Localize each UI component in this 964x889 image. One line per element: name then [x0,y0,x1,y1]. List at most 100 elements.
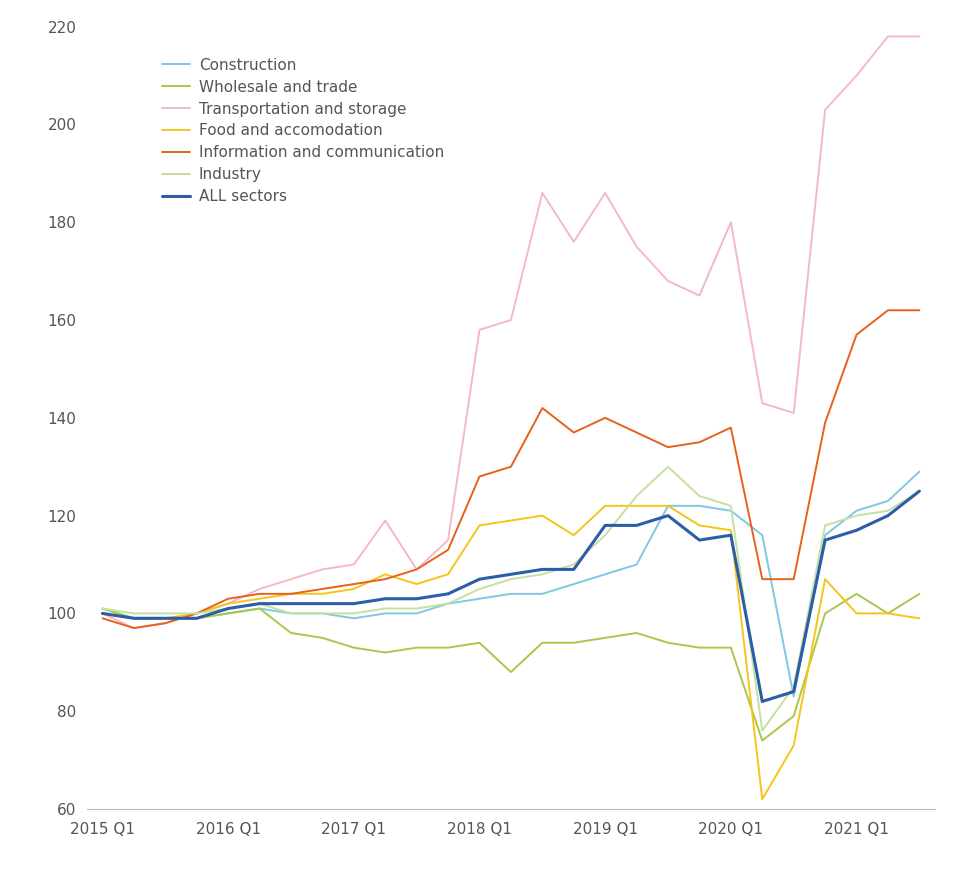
ALL sectors [159,613,171,624]
Construction [788,692,799,702]
Food and accomodation [630,501,642,511]
Industry [882,505,894,516]
Construction [96,603,108,613]
Information and communication [254,589,265,599]
Wholesale and trade [757,735,768,746]
ALL sectors [505,569,517,580]
ALL sectors [882,510,894,521]
Transportation and storage [788,407,799,419]
Transportation and storage [380,515,391,525]
Information and communication [348,579,360,589]
Wholesale and trade [159,613,171,624]
ALL sectors [600,520,611,531]
Food and accomodation [788,740,799,750]
Industry [568,559,579,570]
Information and communication [537,403,549,413]
Industry [442,598,454,609]
Information and communication [191,608,202,619]
Information and communication [442,544,454,555]
ALL sectors [223,603,234,613]
Transportation and storage [411,564,422,574]
ALL sectors [851,525,863,535]
ALL sectors [128,613,140,624]
Construction [159,613,171,624]
Information and communication [725,422,736,433]
ALL sectors [662,510,674,521]
Information and communication [694,436,706,447]
Transportation and storage [662,276,674,286]
Transportation and storage [725,217,736,228]
Information and communication [316,583,328,594]
Industry [851,510,863,521]
Transportation and storage [882,31,894,42]
Industry [662,461,674,472]
Transportation and storage [473,324,485,335]
Transportation and storage [442,534,454,545]
Industry [96,603,108,613]
Line: Industry: Industry [102,467,920,731]
ALL sectors [725,530,736,541]
ALL sectors [788,686,799,697]
Information and communication [96,613,108,624]
Construction [819,530,831,541]
ALL sectors [411,594,422,605]
ALL sectors [285,598,297,609]
Line: Information and communication: Information and communication [102,310,920,628]
Industry [600,530,611,541]
Line: Transportation and storage: Transportation and storage [102,36,920,628]
Construction [851,505,863,516]
Food and accomodation [600,501,611,511]
Wholesale and trade [600,633,611,644]
Food and accomodation [851,608,863,619]
Line: Construction: Construction [102,471,920,697]
Industry [316,608,328,619]
Transportation and storage [348,559,360,570]
Industry [505,574,517,585]
Industry [411,603,422,613]
Wholesale and trade [254,603,265,613]
ALL sectors [254,598,265,609]
Information and communication [128,622,140,633]
Transportation and storage [694,290,706,300]
ALL sectors [191,613,202,624]
Construction [505,589,517,599]
Information and communication [411,564,422,574]
Wholesale and trade [694,642,706,653]
Industry [348,608,360,619]
ALL sectors [914,485,925,496]
Construction [882,495,894,506]
Industry [725,501,736,511]
Construction [285,608,297,619]
Transportation and storage [505,315,517,325]
Transportation and storage [757,398,768,409]
Transportation and storage [159,618,171,629]
Construction [568,579,579,589]
Transportation and storage [819,104,831,115]
Wholesale and trade [380,647,391,658]
Industry [191,608,202,619]
Wholesale and trade [128,613,140,624]
ALL sectors [473,574,485,585]
Food and accomodation [191,608,202,619]
ALL sectors [819,534,831,545]
Wholesale and trade [882,608,894,619]
Construction [914,466,925,477]
Construction [411,608,422,619]
Construction [725,505,736,516]
Food and accomodation [819,574,831,585]
Industry [223,603,234,613]
Food and accomodation [159,613,171,624]
Food and accomodation [505,515,517,525]
Food and accomodation [473,520,485,531]
Wholesale and trade [630,628,642,638]
ALL sectors [537,564,549,574]
Construction [662,501,674,511]
Food and accomodation [725,525,736,535]
Wholesale and trade [411,642,422,653]
Transportation and storage [96,608,108,619]
Line: Food and accomodation: Food and accomodation [102,506,920,799]
Wholesale and trade [348,642,360,653]
Construction [442,598,454,609]
Information and communication [630,428,642,438]
Wholesale and trade [662,637,674,648]
